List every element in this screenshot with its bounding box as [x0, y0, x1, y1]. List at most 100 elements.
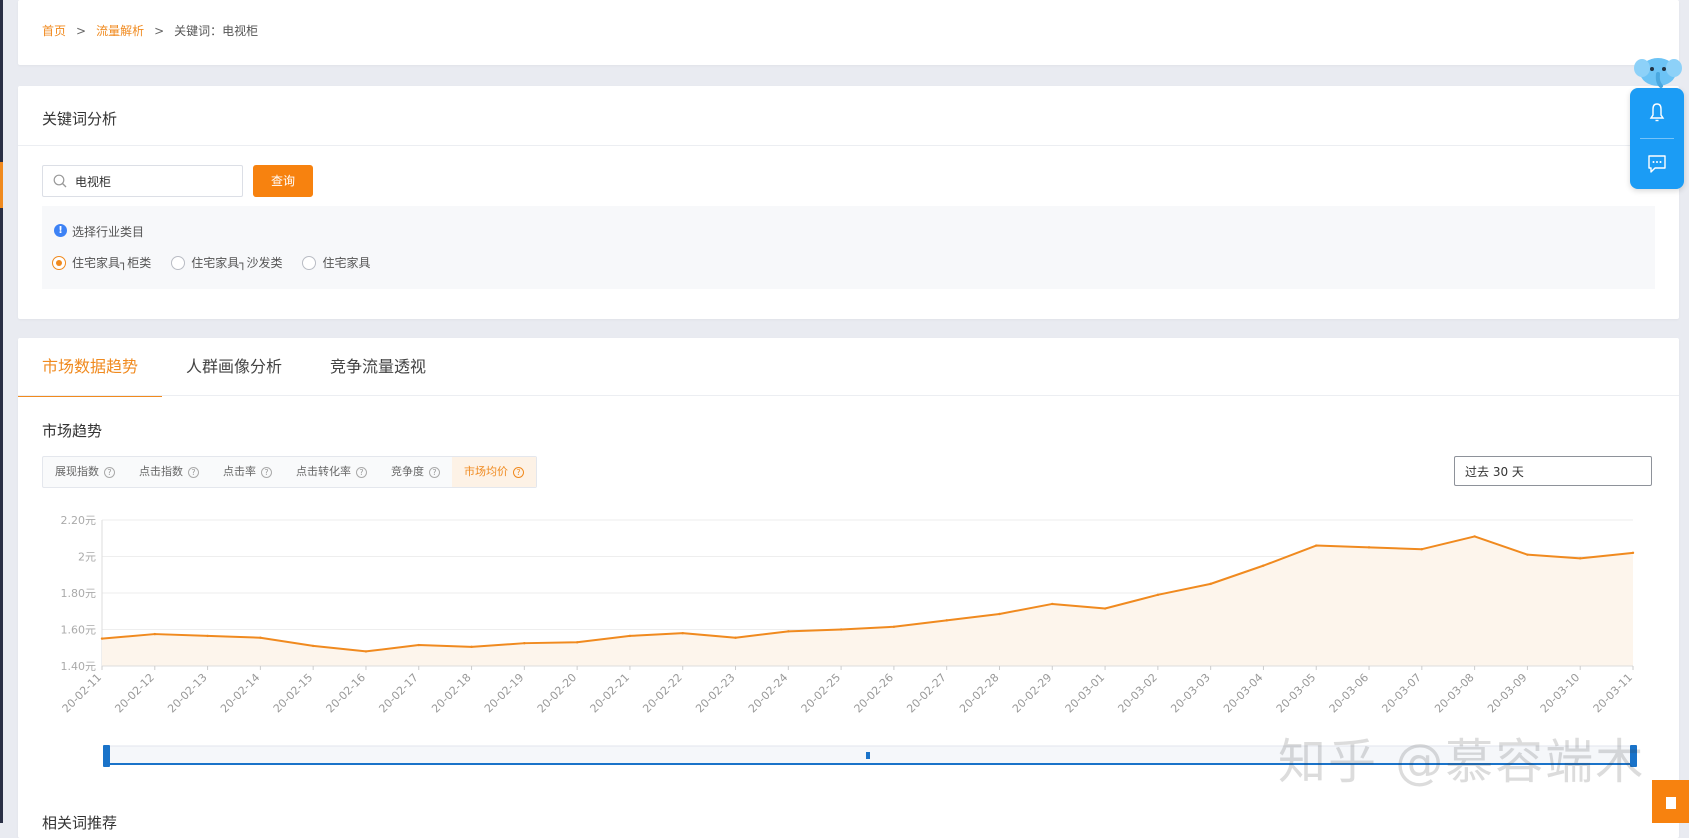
chat-icon: [1648, 155, 1666, 173]
industry-radio-cabinet[interactable]: 住宅家具┐柜类: [52, 254, 151, 271]
data-point: [1051, 602, 1054, 606]
analysis-tabs: 市场数据趋势 人群画像分析 竞争流量透视: [18, 338, 450, 397]
data-point: [1526, 553, 1529, 556]
divider: [1640, 138, 1674, 139]
data-point: [470, 645, 473, 649]
x-tick-label: 20-03-08: [1432, 671, 1477, 716]
industry-panel: ! 选择行业类目 住宅家具┐柜类 住宅家具┐沙发类 住宅家具: [42, 206, 1655, 289]
data-point: [892, 625, 896, 628]
data-point: [259, 636, 262, 639]
data-point: [1420, 548, 1424, 551]
metric-label: 点击转化率: [296, 465, 351, 478]
tab-market-trend[interactable]: 市场数据趋势: [18, 338, 163, 397]
metric-label: 竞争度: [391, 465, 424, 478]
x-tick-label: 20-02-27: [904, 671, 949, 716]
x-tick-label: 20-02-24: [746, 671, 791, 716]
data-point: [1103, 607, 1107, 610]
x-tick-label: 20-02-11: [60, 671, 105, 716]
radio-label: 住宅家具┐柜类: [72, 256, 152, 270]
breadcrumb-home-link[interactable]: 首页: [42, 24, 67, 38]
feedback-corner-button[interactable]: [1652, 780, 1689, 823]
metric-label: 市场均价: [464, 465, 508, 478]
clipboard-icon: [1666, 797, 1676, 809]
x-tick-label: 20-03-01: [1063, 671, 1108, 716]
divider: [18, 395, 1679, 396]
data-point: [945, 619, 948, 622]
data-point: [1315, 544, 1318, 547]
metric-label: 点击率: [223, 465, 256, 478]
tab-competition-traffic[interactable]: 竞争流量透视: [330, 357, 427, 376]
x-tick-label: 20-02-25: [799, 671, 844, 716]
help-icon[interactable]: ?: [513, 466, 524, 478]
divider: [18, 145, 1679, 146]
trend-chart: 1.40元 1.60元 1.80元 2元 2.20元 20-02-11 20-02-12 20…: [18, 498, 1679, 738]
breadcrumb-separator: >: [154, 23, 165, 38]
radio-unchecked-icon: [171, 255, 186, 270]
y-tick-label: 1.60元: [61, 624, 97, 637]
data-point: [417, 643, 420, 647]
x-tick-label: 20-02-13: [165, 671, 210, 716]
chat-button[interactable]: [1630, 139, 1684, 189]
x-tick-label: 20-03-07: [1379, 671, 1424, 716]
help-icon[interactable]: ?: [261, 466, 272, 478]
industry-label: 选择行业类目: [72, 225, 145, 239]
metric-tab-clicks[interactable]: 点击指数?: [127, 457, 211, 487]
radio-unchecked-icon: [302, 255, 317, 270]
industry-radio-sofa[interactable]: 住宅家具┐沙发类: [171, 254, 282, 271]
y-tick-label: 1.80元: [61, 587, 97, 600]
bell-icon: [1649, 103, 1665, 122]
keyword-search-input[interactable]: 电视柜: [42, 165, 243, 197]
radio-checked-icon: [52, 255, 66, 270]
series-area: [102, 536, 1633, 666]
help-icon[interactable]: ?: [188, 466, 199, 478]
data-point: [364, 650, 368, 653]
y-tick-label: 2元: [78, 551, 96, 564]
elephant-mascot-icon[interactable]: [1633, 52, 1683, 90]
help-icon[interactable]: ?: [429, 466, 440, 478]
data-point: [998, 612, 1001, 616]
data-point: [1262, 564, 1265, 567]
x-tick-label: 20-02-28: [957, 671, 1002, 716]
search-value: 电视柜: [75, 175, 112, 189]
data-point: [153, 632, 156, 636]
x-tick-label: 20-02-19: [482, 671, 527, 716]
data-point: [1631, 551, 1635, 555]
x-tick-label: 20-03-04: [1221, 671, 1266, 716]
slider-left-handle[interactable]: [103, 745, 110, 767]
y-tick-label: 1.40元: [61, 660, 97, 673]
metric-tabs: 展现指数? 点击指数? 点击率? 点击转化率? 竞争度? 市场均价?: [42, 456, 537, 488]
x-tick-label: 20-02-22: [640, 671, 685, 716]
info-icon: !: [54, 224, 67, 237]
data-point: [1209, 582, 1212, 586]
series-line: [101, 535, 1634, 653]
data-point: [1156, 593, 1160, 597]
metric-tab-conversion[interactable]: 点击转化率?: [284, 457, 379, 487]
data-point: [100, 637, 104, 640]
keyword-panel-title: 关键词分析: [42, 110, 118, 128]
help-icon[interactable]: ?: [356, 466, 367, 478]
industry-radio-furniture[interactable]: 住宅家具: [302, 254, 370, 271]
sidebar-strip: [0, 0, 3, 823]
data-point: [206, 634, 209, 638]
metric-tab-avg-price[interactable]: 市场均价?: [452, 457, 536, 487]
range-slider-svg: [103, 745, 1637, 767]
data-point: [311, 644, 315, 648]
slider-right-handle[interactable]: [1630, 745, 1637, 767]
slider-center-grip[interactable]: [866, 752, 870, 759]
metric-tab-competition[interactable]: 竞争度?: [379, 457, 452, 487]
date-range-select[interactable]: 过去 30 天: [1454, 456, 1652, 486]
notification-button[interactable]: [1630, 88, 1684, 138]
help-icon[interactable]: ?: [104, 466, 115, 478]
x-tick-label: 20-02-18: [429, 671, 474, 716]
radio-label: 住宅家具┐沙发类: [191, 256, 283, 270]
y-tick-label: 2.20元: [61, 514, 97, 527]
tab-audience-profile[interactable]: 人群画像分析: [186, 357, 283, 376]
query-button[interactable]: 查询: [253, 165, 313, 197]
x-tick-label: 20-02-12: [112, 671, 157, 716]
metric-tab-ctr[interactable]: 点击率?: [211, 457, 284, 487]
breadcrumb-traffic-link[interactable]: 流量解析: [96, 24, 145, 38]
keyword-analysis-card: 关键词分析 电视柜 查询 ! 选择行业类目 住宅家具┐柜类 住宅家具┐沙发类 住…: [18, 86, 1679, 319]
metric-tab-impressions[interactable]: 展现指数?: [43, 457, 127, 487]
floating-toolbar: [1630, 88, 1684, 189]
